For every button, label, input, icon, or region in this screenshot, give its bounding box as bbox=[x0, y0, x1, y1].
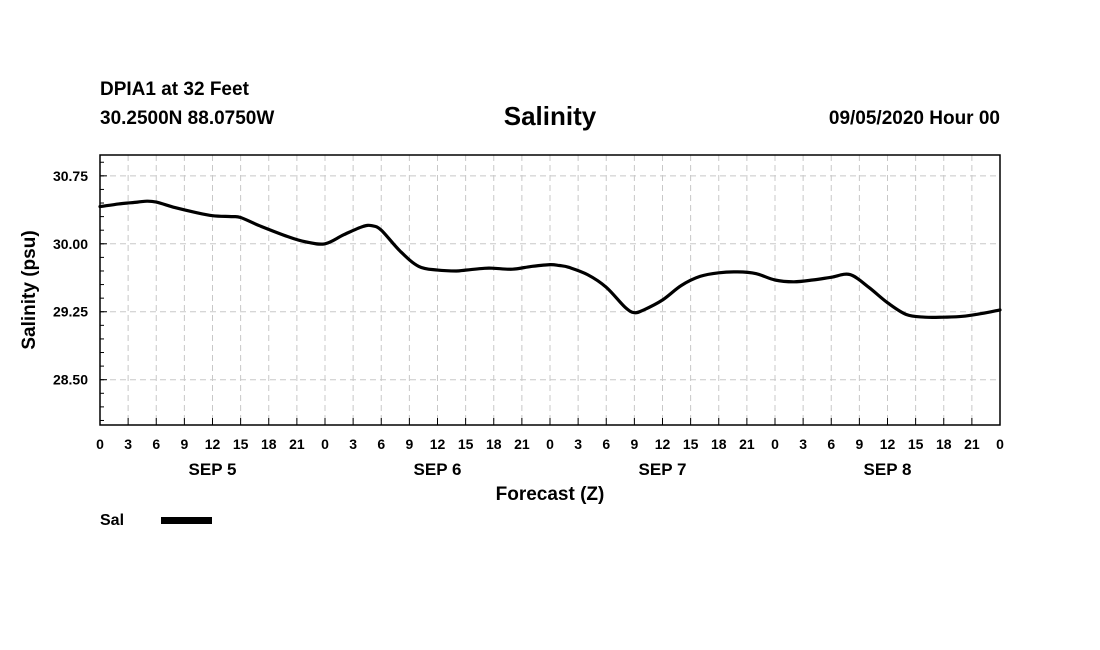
x-tick-label: 0 bbox=[996, 436, 1004, 452]
series-line-sal bbox=[98, 199, 1002, 320]
x-tick-label: 0 bbox=[771, 436, 779, 452]
day-label: SEP 5 bbox=[189, 460, 237, 479]
station-label: DPIA1 at 32 Feet bbox=[100, 79, 250, 100]
y-tick-labels: 30.75 30.00 29.25 28.50 bbox=[53, 168, 88, 388]
x-tick-label: 9 bbox=[405, 436, 413, 452]
x-tick-label: 21 bbox=[964, 436, 980, 452]
x-tick-label: 6 bbox=[377, 436, 385, 452]
forecast-datetime: 09/05/2020 Hour 00 bbox=[829, 108, 1000, 129]
x-tick-labels: 0 3 6 9 12 15 18 21 0 3 6 9 12 15 18 21 0 3 6 9 12 15 18 21 0 3 6 9… bbox=[96, 436, 1004, 452]
x-tick-label: 6 bbox=[827, 436, 835, 452]
x-tick-label: 12 bbox=[655, 436, 671, 452]
day-labels: SEP 5 SEP 6 SEP 7 SEP 8 bbox=[189, 460, 912, 479]
x-tick-label: 12 bbox=[205, 436, 221, 452]
day-label: SEP 6 bbox=[414, 460, 462, 479]
x-tick-label: 15 bbox=[908, 436, 924, 452]
x-tick-label: 12 bbox=[430, 436, 446, 452]
x-tick-label: 21 bbox=[289, 436, 305, 452]
x-axis-label: Forecast (Z) bbox=[496, 484, 605, 505]
y-tick-label: 30.75 bbox=[53, 168, 88, 184]
plot-frame bbox=[99, 154, 1001, 426]
x-tick-label: 9 bbox=[630, 436, 638, 452]
axis-ticks bbox=[99, 161, 1001, 425]
x-tick-label: 9 bbox=[180, 436, 188, 452]
x-tick-label: 15 bbox=[683, 436, 699, 452]
x-tick-label: 18 bbox=[486, 436, 502, 452]
x-tick-label: 3 bbox=[574, 436, 582, 452]
x-tick-label: 18 bbox=[936, 436, 952, 452]
y-tick-label: 29.25 bbox=[53, 304, 88, 320]
x-tick-label: 18 bbox=[711, 436, 727, 452]
x-tick-label: 0 bbox=[321, 436, 329, 452]
x-tick-label: 12 bbox=[880, 436, 896, 452]
x-tick-label: 15 bbox=[233, 436, 249, 452]
legend-label: Sal bbox=[100, 512, 124, 529]
y-axis-label: Salinity (psu) bbox=[19, 230, 40, 349]
x-tick-label: 0 bbox=[546, 436, 554, 452]
x-tick-label: 15 bbox=[458, 436, 474, 452]
legend-swatch bbox=[161, 517, 212, 524]
day-label: SEP 7 bbox=[639, 460, 687, 479]
x-tick-label: 21 bbox=[514, 436, 530, 452]
x-tick-label: 3 bbox=[349, 436, 357, 452]
x-tick-label: 21 bbox=[739, 436, 755, 452]
x-tick-label: 3 bbox=[799, 436, 807, 452]
x-tick-label: 6 bbox=[602, 436, 610, 452]
location-label: 30.2500N 88.0750W bbox=[100, 108, 274, 129]
x-tick-label: 6 bbox=[152, 436, 160, 452]
y-tick-label: 30.00 bbox=[53, 236, 88, 252]
x-tick-label: 3 bbox=[124, 436, 132, 452]
chart-title: Salinity bbox=[504, 101, 597, 131]
y-tick-label: 28.50 bbox=[53, 372, 88, 388]
grid-lines bbox=[100, 155, 1000, 425]
x-tick-label: 9 bbox=[855, 436, 863, 452]
day-label: SEP 8 bbox=[864, 460, 912, 479]
x-tick-label: 0 bbox=[96, 436, 104, 452]
x-tick-label: 18 bbox=[261, 436, 277, 452]
